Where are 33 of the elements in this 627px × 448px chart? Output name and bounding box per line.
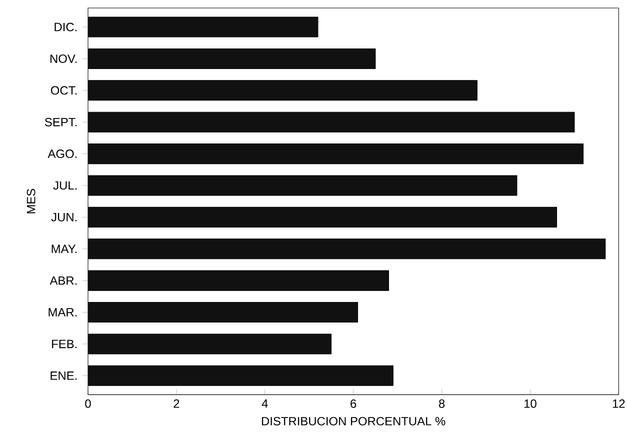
y-tick-label: FEB. (52, 340, 77, 348)
bar (88, 175, 518, 196)
bar (88, 206, 558, 228)
x-tick-label: 4 (262, 399, 268, 408)
x-tick-label: 10 (524, 399, 536, 408)
y-tick-label: AGO. (48, 150, 77, 158)
y-tick-label: MAR. (48, 308, 77, 316)
x-tick-label: 6 (350, 399, 356, 408)
bar (88, 48, 376, 69)
bar (88, 365, 394, 386)
x-tick-label: 2 (174, 399, 180, 408)
x-axis-title: DISTRIBUCION PORCENTUAL % (262, 416, 446, 426)
y-tick-label: OCT. (50, 86, 77, 95)
x-tick-label: 8 (438, 399, 445, 408)
bar (88, 144, 584, 164)
y-tick-label: ABR. (50, 276, 77, 285)
y-tick-label: SEPT. (44, 118, 77, 126)
y-tick-label: MAY. (52, 244, 77, 253)
y-tick-label: JUN. (51, 213, 77, 222)
y-tick-label: NOV. (50, 54, 77, 63)
y-axis-title: MES (26, 188, 36, 214)
x-tick-label: 0 (85, 399, 91, 408)
y-tick-label: ENE. (50, 372, 77, 380)
y-tick-label: JUL. (53, 181, 77, 190)
y-tick-label: DIC. (54, 22, 77, 32)
bar (88, 334, 332, 354)
bar (88, 80, 478, 101)
bar (88, 112, 575, 132)
bar (88, 270, 389, 291)
bar (88, 16, 318, 38)
bar (88, 302, 358, 323)
bar (88, 238, 606, 260)
x-tick-label: 12 (612, 399, 625, 408)
